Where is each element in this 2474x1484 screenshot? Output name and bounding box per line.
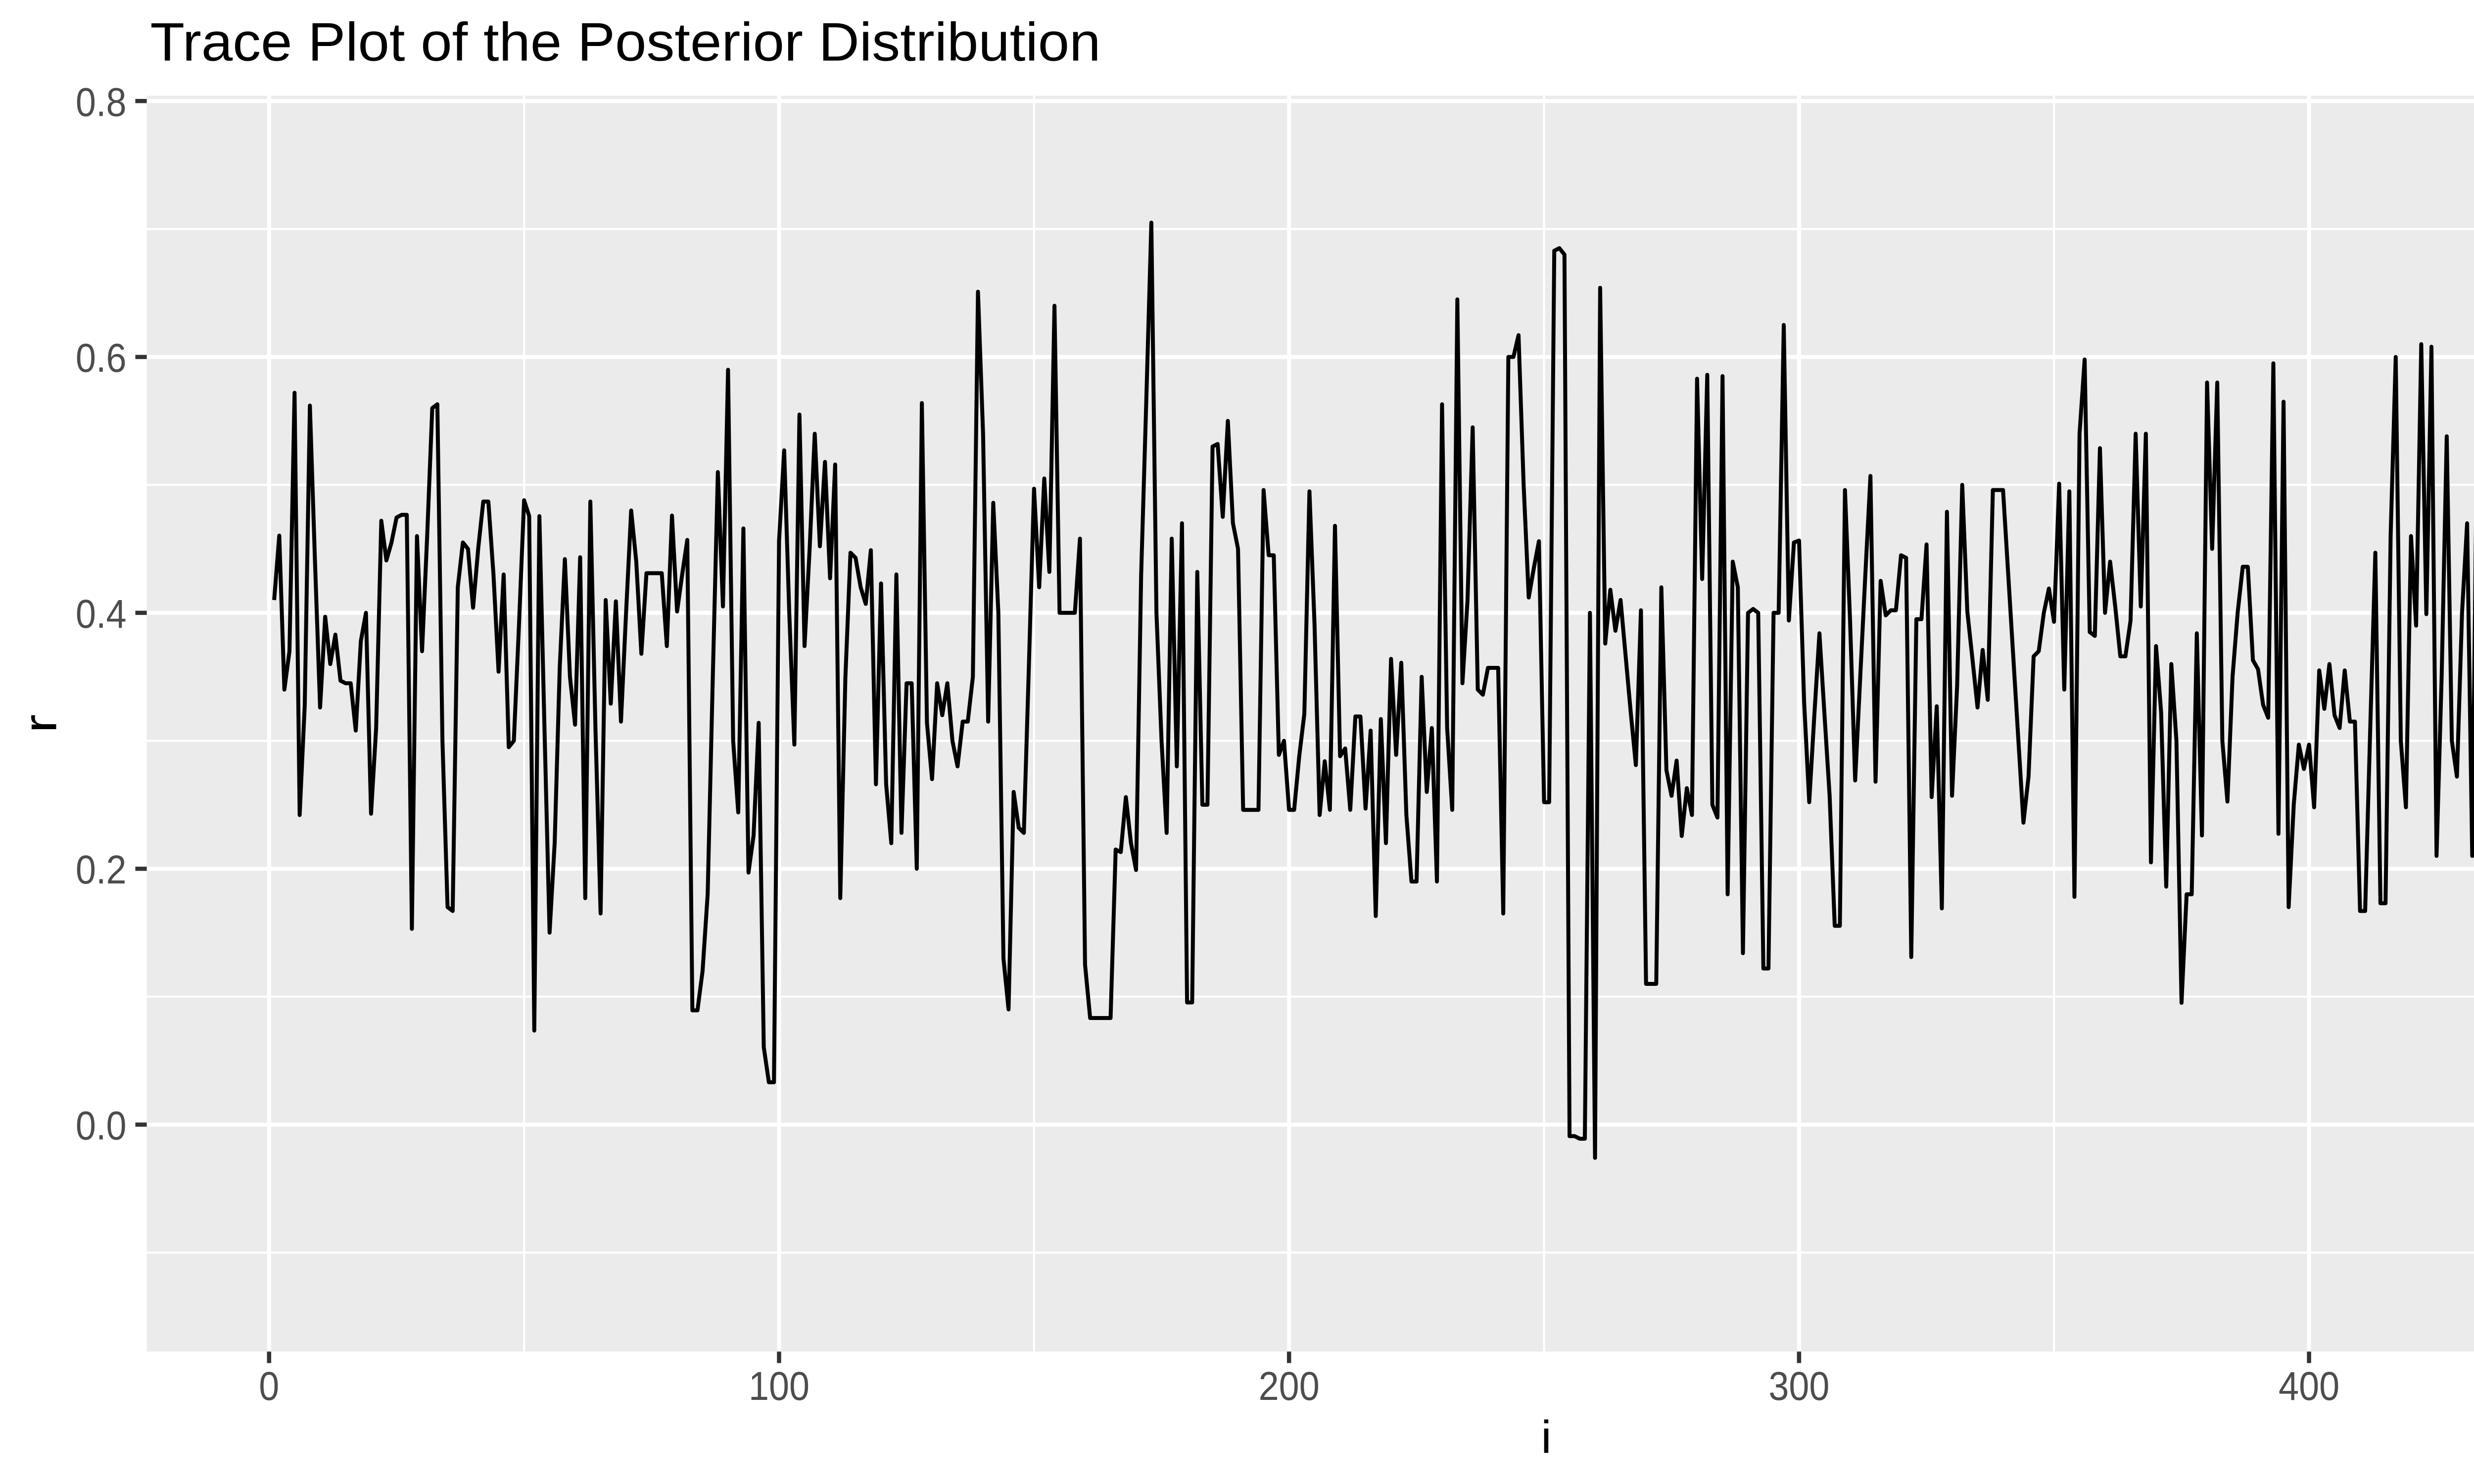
svg-text:i: i	[1541, 1412, 1551, 1463]
svg-text:0.4: 0.4	[76, 591, 127, 637]
svg-text:Trace Plot of the Posterior Di: Trace Plot of the Posterior Distribution	[150, 11, 1101, 72]
svg-text:0: 0	[259, 1363, 279, 1409]
svg-text:0.8: 0.8	[76, 79, 127, 125]
svg-text:200: 200	[1259, 1363, 1320, 1409]
svg-text:400: 400	[2279, 1363, 2339, 1409]
svg-text:0.6: 0.6	[76, 335, 127, 381]
svg-text:0.0: 0.0	[76, 1103, 127, 1149]
svg-text:r: r	[15, 714, 67, 733]
svg-text:100: 100	[749, 1363, 809, 1409]
svg-text:0.2: 0.2	[76, 847, 127, 893]
svg-text:300: 300	[1768, 1363, 1829, 1409]
